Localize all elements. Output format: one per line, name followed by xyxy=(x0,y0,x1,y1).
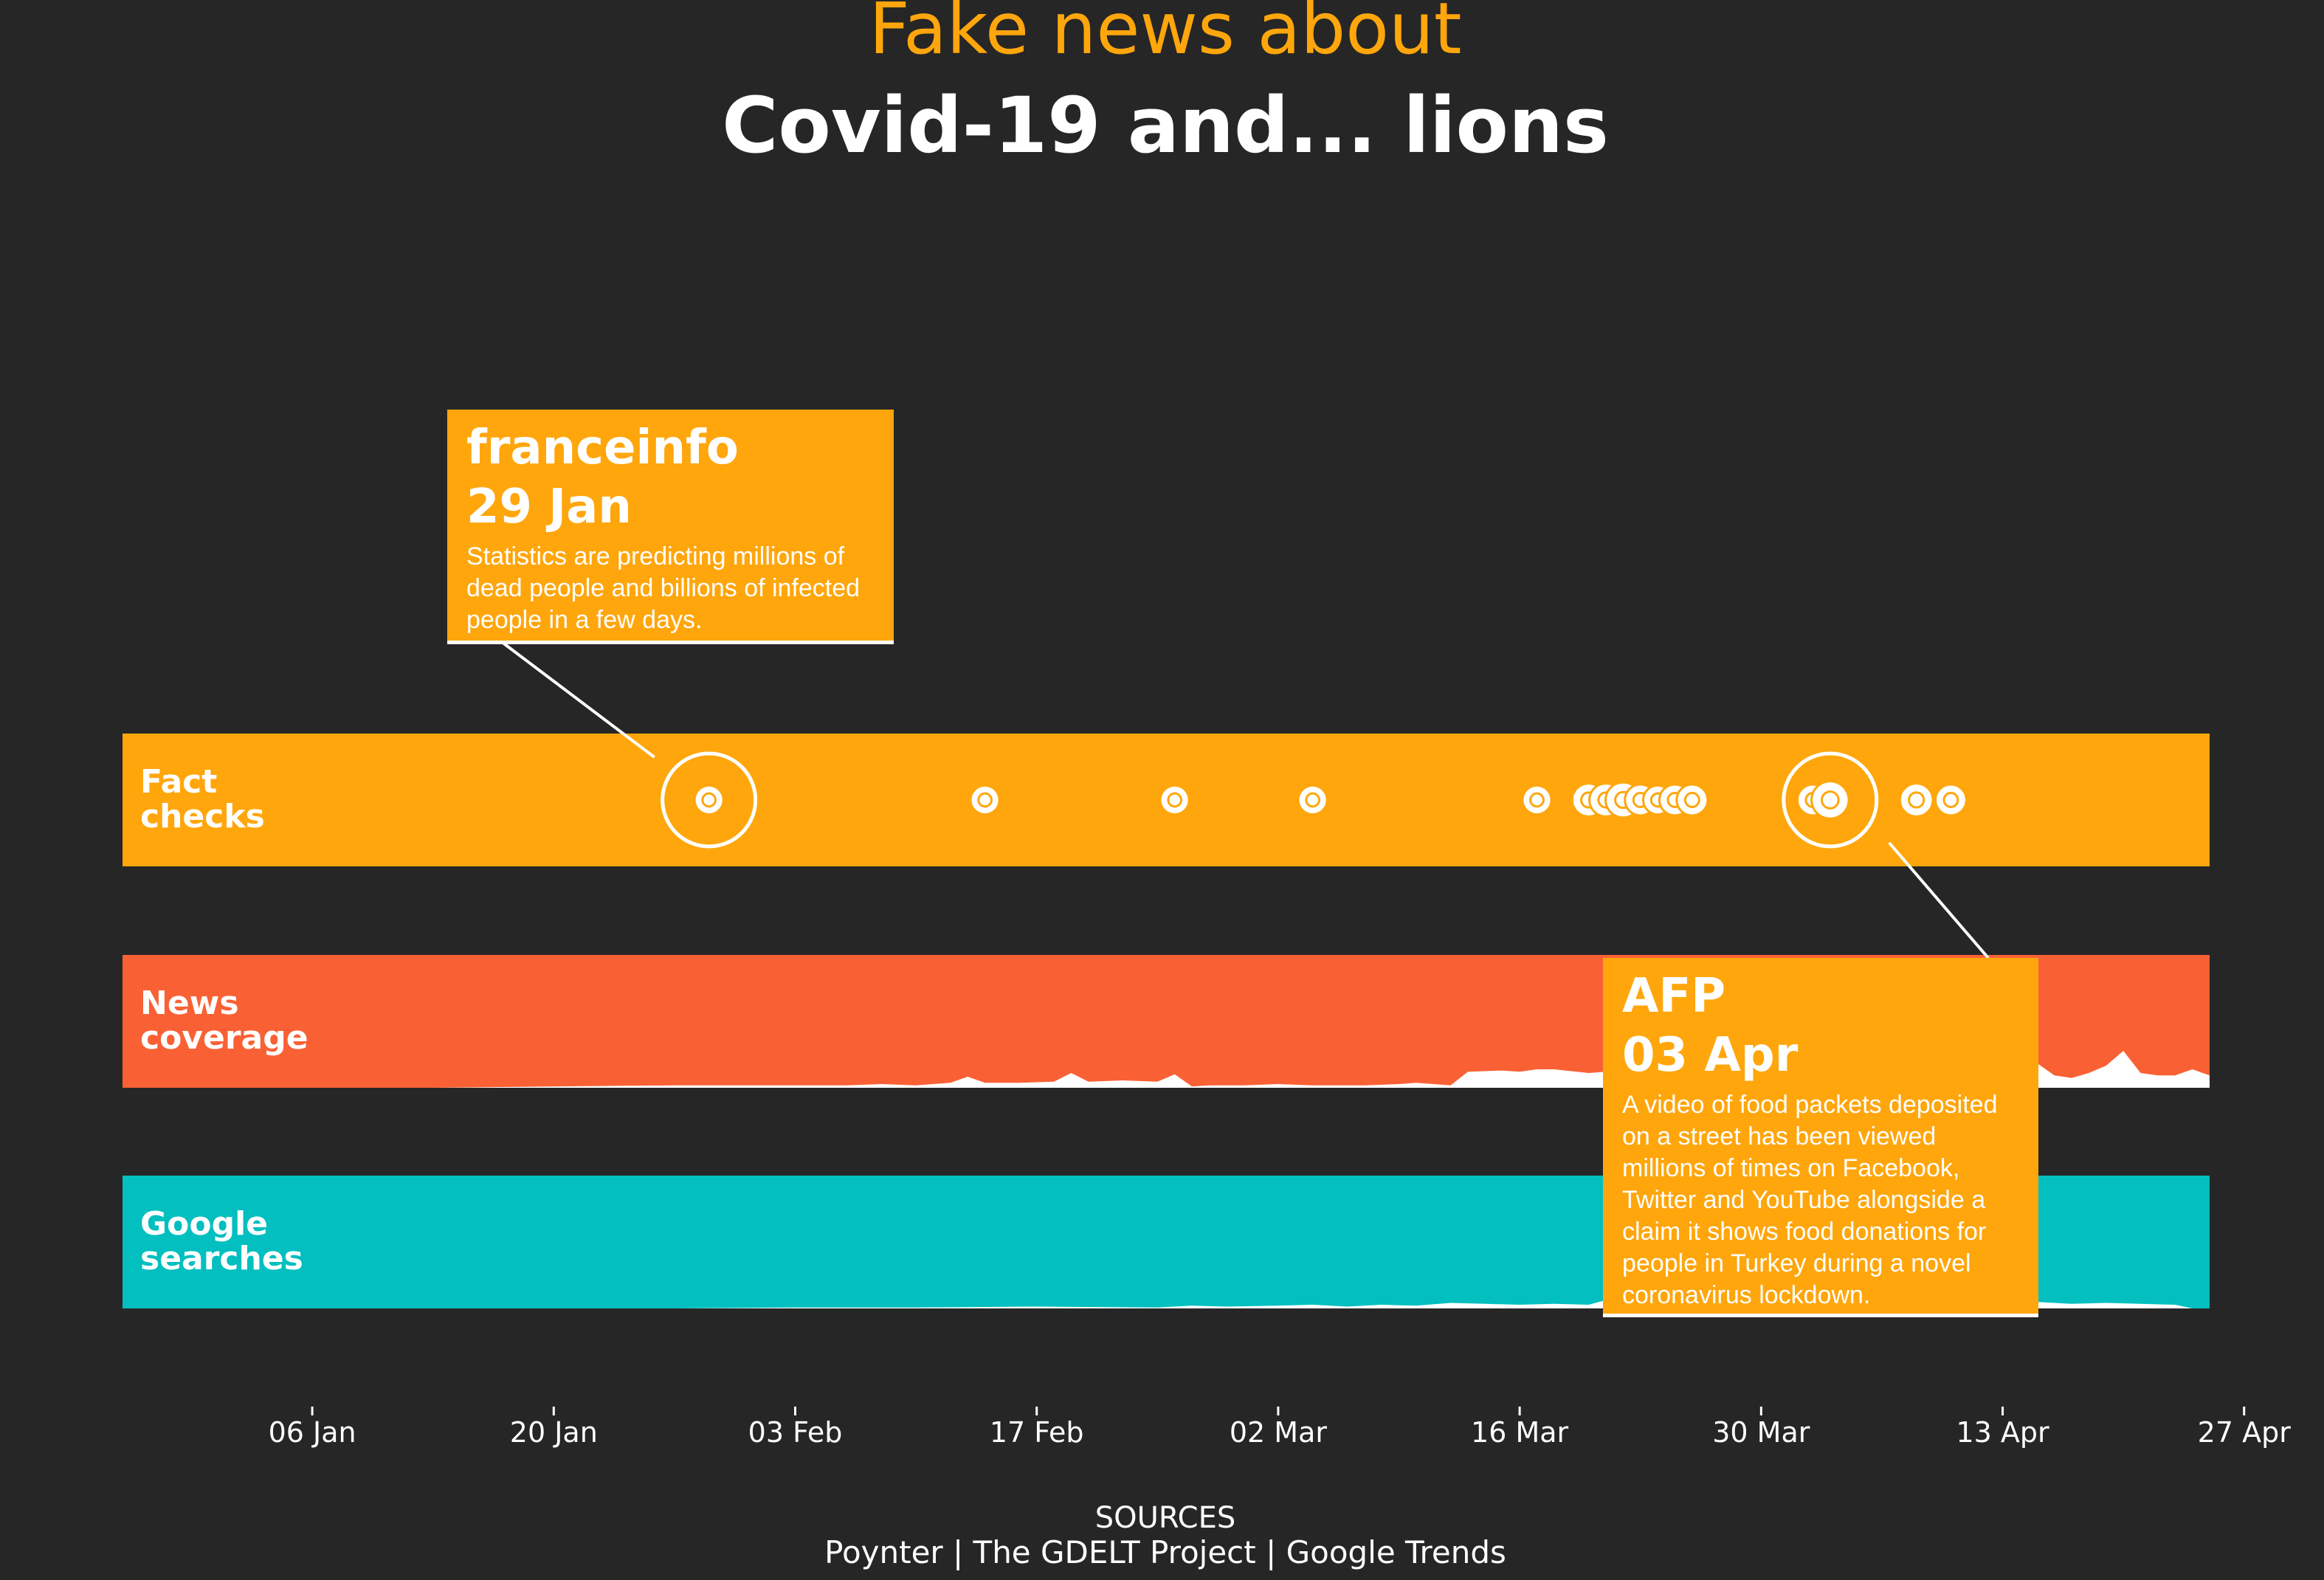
fact-check-dot xyxy=(1782,751,1879,849)
fact-checks-label-line-1: Fact xyxy=(140,763,217,801)
fact-check-dot xyxy=(661,751,758,849)
news-coverage-label-line-1: News xyxy=(140,984,239,1022)
x-tick-label: 16 Mar xyxy=(1471,1416,1569,1449)
x-tick-label: 30 Mar xyxy=(1712,1416,1810,1449)
highlight-ring xyxy=(661,751,758,849)
x-tick-label: 02 Mar xyxy=(1230,1416,1328,1449)
annotation-date: 03 Apr xyxy=(1622,1028,1799,1083)
annotation-box: franceinfo 29 Jan Statistics are predictin… xyxy=(447,410,894,644)
fact-check-dot xyxy=(1934,783,1968,817)
highlight-ring xyxy=(1782,751,1879,849)
fact-checks-label-line-2: checks xyxy=(140,798,265,835)
fact-check-dot xyxy=(1898,782,1934,818)
fact-check-dot xyxy=(1159,784,1190,816)
news-coverage-label-line-2: coverage xyxy=(140,1019,308,1057)
x-tick-label: 20 Jan xyxy=(510,1416,598,1449)
fact-check-dot xyxy=(969,784,1001,816)
x-tick-label: 17 Feb xyxy=(990,1416,1084,1449)
x-axis: 06 Jan 20 Jan 03 Feb 17 Feb 02 Mar 16 Mar 30 M… xyxy=(269,1407,2292,1449)
google-searches-label-line-2: searches xyxy=(140,1240,303,1277)
x-tick-label: 27 Apr xyxy=(2198,1416,2292,1449)
fact-check-dot xyxy=(1297,784,1328,816)
annotation-box: AFP 03 Apr A video of food packets deposit… xyxy=(1603,958,2038,1317)
annotation-text: A video of food packets deposited on a s… xyxy=(1622,1091,1998,1309)
annotation-connector xyxy=(1888,841,1990,959)
annotation-source: franceinfo xyxy=(466,421,739,475)
annotation-connectors xyxy=(500,641,1990,959)
sources-heading: SOURCES xyxy=(1095,1501,1236,1535)
fact-check-dot xyxy=(1521,784,1553,816)
sources-list: Poynter | The GDELT Project | Google Tre… xyxy=(824,1534,1506,1570)
google-searches-label-line-1: Google xyxy=(140,1205,268,1243)
annotation-text: Statistics are predicting millions of de… xyxy=(466,542,861,634)
annotation-connector xyxy=(500,641,655,759)
fact-check-dot xyxy=(1675,783,1709,817)
title-line-1: Fake news about xyxy=(869,0,1462,70)
title-line-2: Covid-19 and... lions xyxy=(722,80,1609,170)
x-tick-label: 06 Jan xyxy=(269,1416,356,1449)
x-tick-label: 03 Feb xyxy=(748,1416,843,1449)
x-tick-label: 13 Apr xyxy=(1956,1416,2049,1449)
annotation-source: AFP xyxy=(1622,969,1726,1024)
annotation-date: 29 Jan xyxy=(466,480,632,534)
